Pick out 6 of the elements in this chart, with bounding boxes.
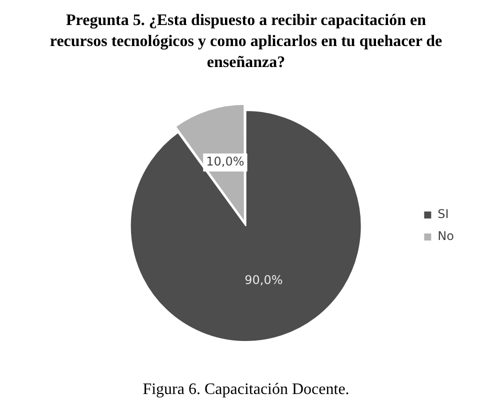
- data-label: 90,0%: [244, 273, 283, 288]
- legend-label: SI: [438, 207, 449, 222]
- data-label: 10,0%: [206, 154, 244, 169]
- text: Figura 6. Capacitación Docente.: [142, 381, 350, 399]
- chart-title: Pregunta 5. ¿Esta dispuesto a recibir capacitación en recursos tecnológicos y como aplicarlos en tu quehacer de enseñanza?: [48, 11, 444, 73]
- legend-label: No: [438, 229, 454, 244]
